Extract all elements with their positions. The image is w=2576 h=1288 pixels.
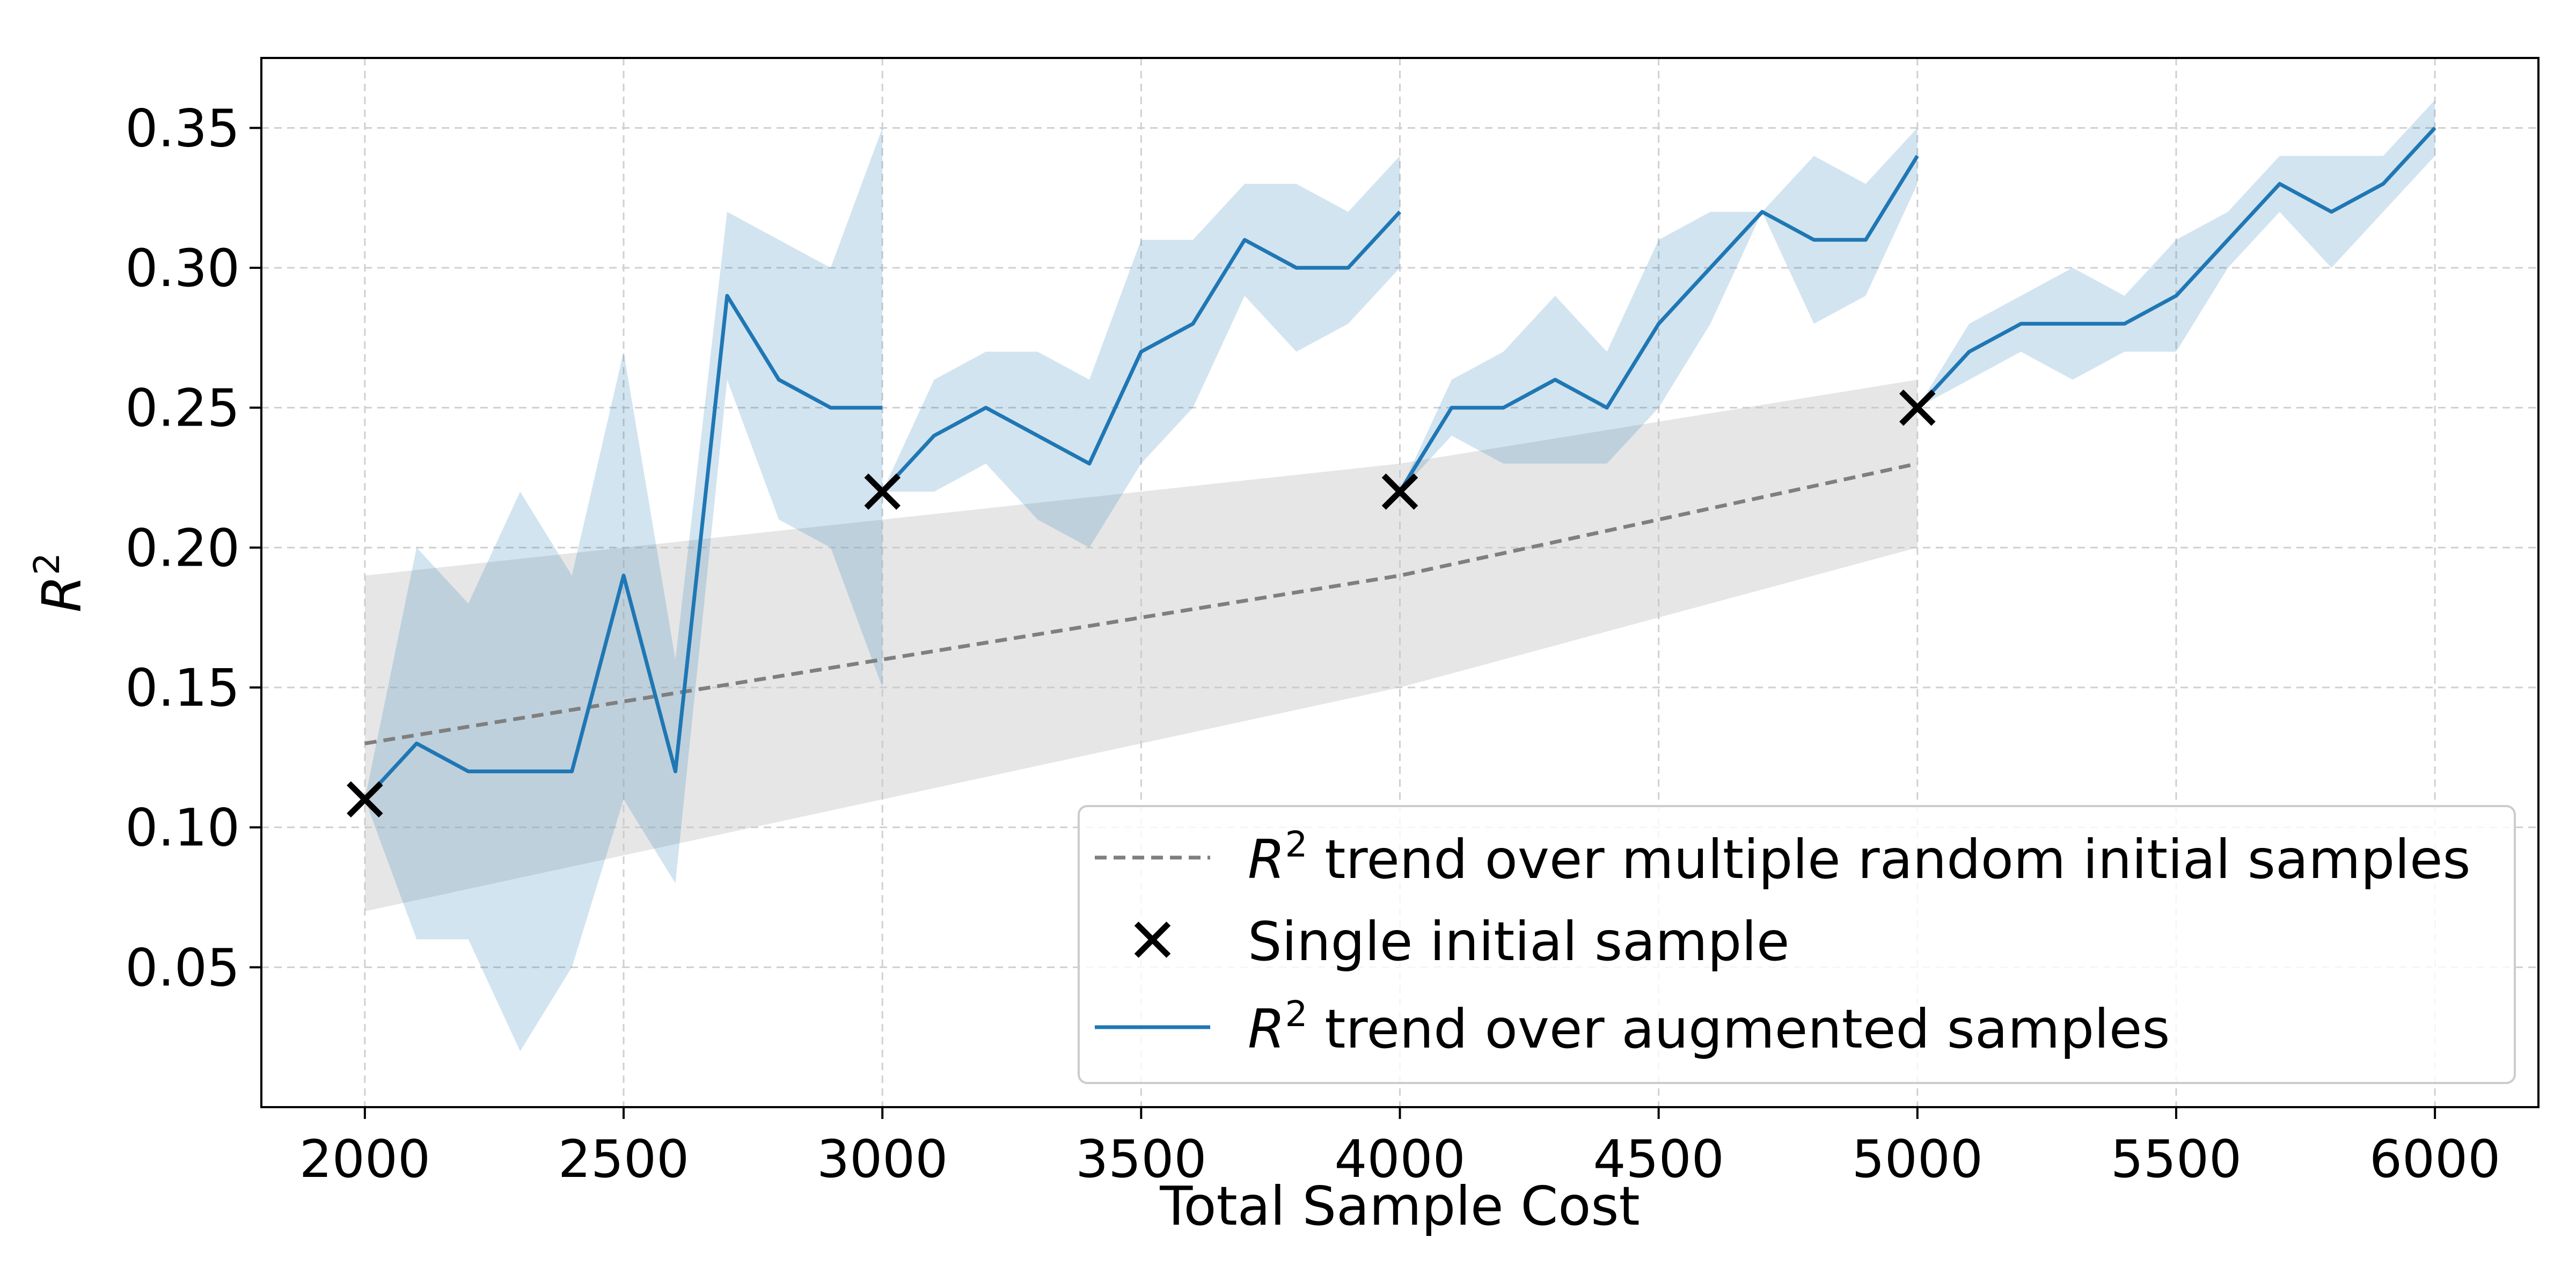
- marker-stroke: [1899, 389, 1936, 426]
- initial-sample-markers: [347, 389, 1936, 818]
- x-tick-label: 6000: [2369, 1129, 2500, 1189]
- y-axis-title-superscript: 2: [26, 553, 68, 575]
- x-tick-label: 5500: [2111, 1129, 2242, 1189]
- grid: [261, 58, 2538, 1107]
- augmented-band-segment-4: [1917, 100, 2435, 408]
- initial-sample-marker: [1899, 389, 1936, 426]
- x-tick-label: 2000: [299, 1129, 430, 1189]
- y-tick-label: 0.30: [125, 238, 240, 298]
- trend-band: [364, 379, 1918, 912]
- y-tick-label: 0.05: [125, 938, 240, 998]
- legend-label-2: Single initial sample: [1248, 910, 1790, 973]
- legend-initial-sample-handle: [1134, 921, 1171, 958]
- x-tick-label: 5000: [1852, 1129, 1983, 1189]
- marker-stroke: [1134, 921, 1171, 958]
- x-tick-label: 2500: [558, 1129, 689, 1189]
- x-axis-title: Total Sample Cost: [1159, 1175, 1640, 1238]
- y-tick-label: 0.15: [125, 658, 240, 718]
- legend-label-text: trend over augmented samples: [1307, 998, 2170, 1060]
- legend-label-1: R2 trend over multiple random initial sa…: [1248, 824, 2471, 891]
- legend-label-superscript: 2: [1285, 824, 1307, 865]
- x-tick-label: 4500: [1593, 1129, 1724, 1189]
- augmented-line-segment-3: [1398, 155, 1919, 493]
- augmented-line-segment-4: [1916, 126, 2436, 409]
- marker-stroke: [1381, 473, 1418, 510]
- y-tick-label: 0.35: [125, 98, 240, 158]
- y-axis-title: R2: [26, 553, 93, 612]
- series-lines: [363, 126, 2436, 801]
- axis-ticks: 2000 2500 3000 3500 4000 4500 5000 5500 6000 0.05…: [125, 98, 2500, 1189]
- legend-label-3: R2 trend over augmented samples: [1248, 993, 2170, 1060]
- y-tick-label: 0.10: [125, 798, 240, 858]
- legend-label-r: R: [1248, 998, 1285, 1060]
- legend-label-text: trend over multiple random initial sampl…: [1307, 828, 2470, 891]
- marker-stroke: [347, 781, 383, 818]
- y-axis-title-base: R: [31, 575, 93, 612]
- augmented-band-segment-1: [364, 128, 883, 1051]
- legend-box: [1078, 805, 2516, 1084]
- legend: R2 trend over multiple random initial sa…: [1078, 805, 2516, 1084]
- legend-label-r: R: [1248, 828, 1285, 891]
- initial-sample-marker: [864, 473, 901, 510]
- marker-stroke: [864, 473, 901, 510]
- augmented-line-segment-2: [881, 210, 1402, 493]
- augmented-band-segment-3: [1400, 128, 1918, 492]
- initial-sample-marker: [347, 781, 383, 818]
- x-tick-label: 3000: [817, 1129, 948, 1189]
- y-tick-label: 0.25: [125, 378, 240, 438]
- initial-sample-marker: [1381, 473, 1418, 510]
- x-tick-label: 3500: [1075, 1129, 1206, 1189]
- legend-label-text: Single initial sample: [1248, 910, 1790, 973]
- augmented-line-segment-1: [363, 294, 883, 801]
- x-tick-label: 4000: [1334, 1129, 1465, 1189]
- legend-label-superscript: 2: [1285, 993, 1307, 1035]
- y-tick-label: 0.20: [125, 518, 240, 578]
